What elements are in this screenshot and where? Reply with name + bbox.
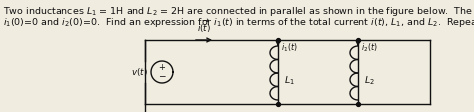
Text: $i_2(t)$: $i_2(t)$: [361, 42, 378, 55]
Text: $L_2$: $L_2$: [364, 75, 375, 87]
Text: Two inductances $L_1$ = 1H and $L_2$ = 2H are connected in parallel as shown in : Two inductances $L_1$ = 1H and $L_2$ = 2…: [3, 5, 474, 18]
Text: +: +: [159, 64, 165, 72]
Text: $\overrightarrow{i(t)}$: $\overrightarrow{i(t)}$: [197, 17, 211, 34]
Text: $i_1(t)$: $i_1(t)$: [281, 42, 298, 55]
Text: $i_1(0)$=0 and $i_2(0)$=0.  Find an expression for $i_1(t)$ in terms of the tota: $i_1(0)$=0 and $i_2(0)$=0. Find an expre…: [3, 16, 474, 29]
Text: $v(t)$: $v(t)$: [131, 66, 148, 78]
Text: $L_1$: $L_1$: [284, 75, 295, 87]
Text: −: −: [158, 71, 166, 81]
